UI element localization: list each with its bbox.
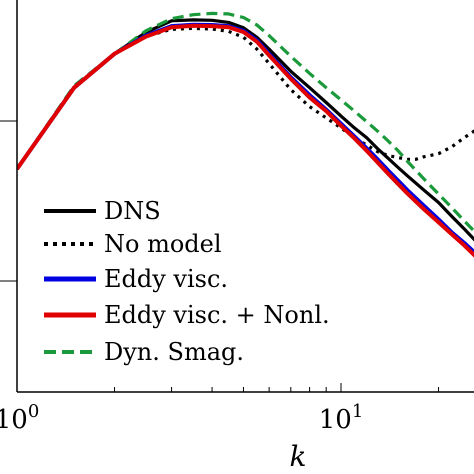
legend-label: No model	[104, 230, 222, 258]
legend-label: Eddy visc. + Nonl.	[104, 301, 330, 329]
x-tick-label: 101	[319, 401, 364, 435]
series-line-dns	[17, 18, 474, 242]
x-ticks: 100 101	[0, 383, 440, 435]
legend-label: Eddy visc.	[104, 265, 228, 293]
series-line-no-model	[17, 26, 474, 170]
x-axis-label: k	[290, 440, 307, 473]
axes	[0, 0, 474, 393]
series-line-dyn-smag	[17, 11, 474, 234]
legend: DNS No model Eddy visc. Eddy visc. + Nonl. D…	[34, 192, 374, 378]
legend-label: DNS	[104, 197, 161, 225]
series-line-eddy-visc-nonl	[17, 23, 474, 258]
x-tick-label: 100	[0, 401, 39, 435]
legend-label: Dyn. Smag.	[104, 338, 244, 366]
legend-box	[34, 192, 374, 378]
plot-lines	[17, 11, 474, 258]
